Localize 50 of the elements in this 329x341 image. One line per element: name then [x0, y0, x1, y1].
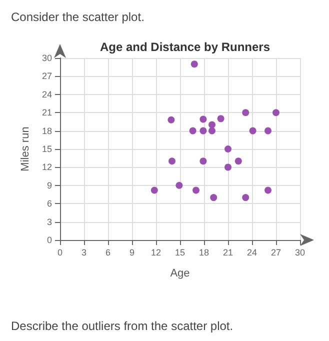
x-tick-label: 15: [174, 248, 186, 258]
y-tick-label: 0: [46, 235, 52, 245]
point: [200, 127, 207, 134]
point: [249, 127, 256, 134]
point: [264, 186, 272, 194]
x-tick-label: 6: [105, 248, 111, 258]
point: [272, 109, 280, 116]
point: [224, 146, 232, 152]
x-tick-label: 3: [81, 248, 87, 258]
text: Describe the outliers from the scatter plot.: [11, 319, 234, 333]
point: [242, 109, 250, 116]
y-tick-label: 12: [42, 162, 52, 172]
y-axis-title: Miles run: [20, 126, 32, 172]
x-tick-label: 27: [270, 248, 282, 258]
point: [200, 158, 207, 165]
point: [234, 158, 242, 165]
y-tick-label: 24: [42, 89, 52, 100]
point: [200, 116, 207, 123]
point: [264, 127, 272, 134]
x-tick-label: 9: [129, 248, 135, 258]
y-tick-label: 15: [42, 144, 52, 154]
y-tick-label: 6: [46, 198, 52, 209]
x-tick-label: 0: [57, 248, 63, 258]
point: [210, 194, 218, 202]
x-tick-label: 21: [222, 248, 234, 258]
x-tick-label: 18: [198, 248, 210, 258]
x-tick-label: 12: [150, 248, 162, 258]
point: [168, 116, 175, 124]
y-tick-label: 30: [42, 53, 52, 63]
point: [242, 194, 250, 202]
chart-title: Age and Distance by Runners: [100, 40, 270, 54]
y-tick-label: 27: [42, 71, 52, 82]
point: [176, 182, 183, 189]
y-tick-label: 18: [42, 126, 52, 136]
point: [217, 115, 224, 122]
point: [192, 186, 200, 194]
point: [168, 158, 176, 165]
y-tick-label: 21: [42, 108, 52, 118]
y-tick-label: 3: [46, 216, 52, 227]
point: [208, 127, 216, 134]
point: [208, 121, 216, 128]
point: [190, 60, 198, 68]
x-tick-label: 24: [246, 248, 258, 258]
x-axis-title: Age: [170, 268, 190, 280]
text: Consider the scatter plot.: [11, 10, 144, 24]
point: [224, 164, 232, 171]
point: [150, 186, 158, 194]
x-tick-label: 30: [294, 248, 306, 258]
y-tick-label: 9: [46, 180, 52, 190]
point: [189, 127, 196, 134]
